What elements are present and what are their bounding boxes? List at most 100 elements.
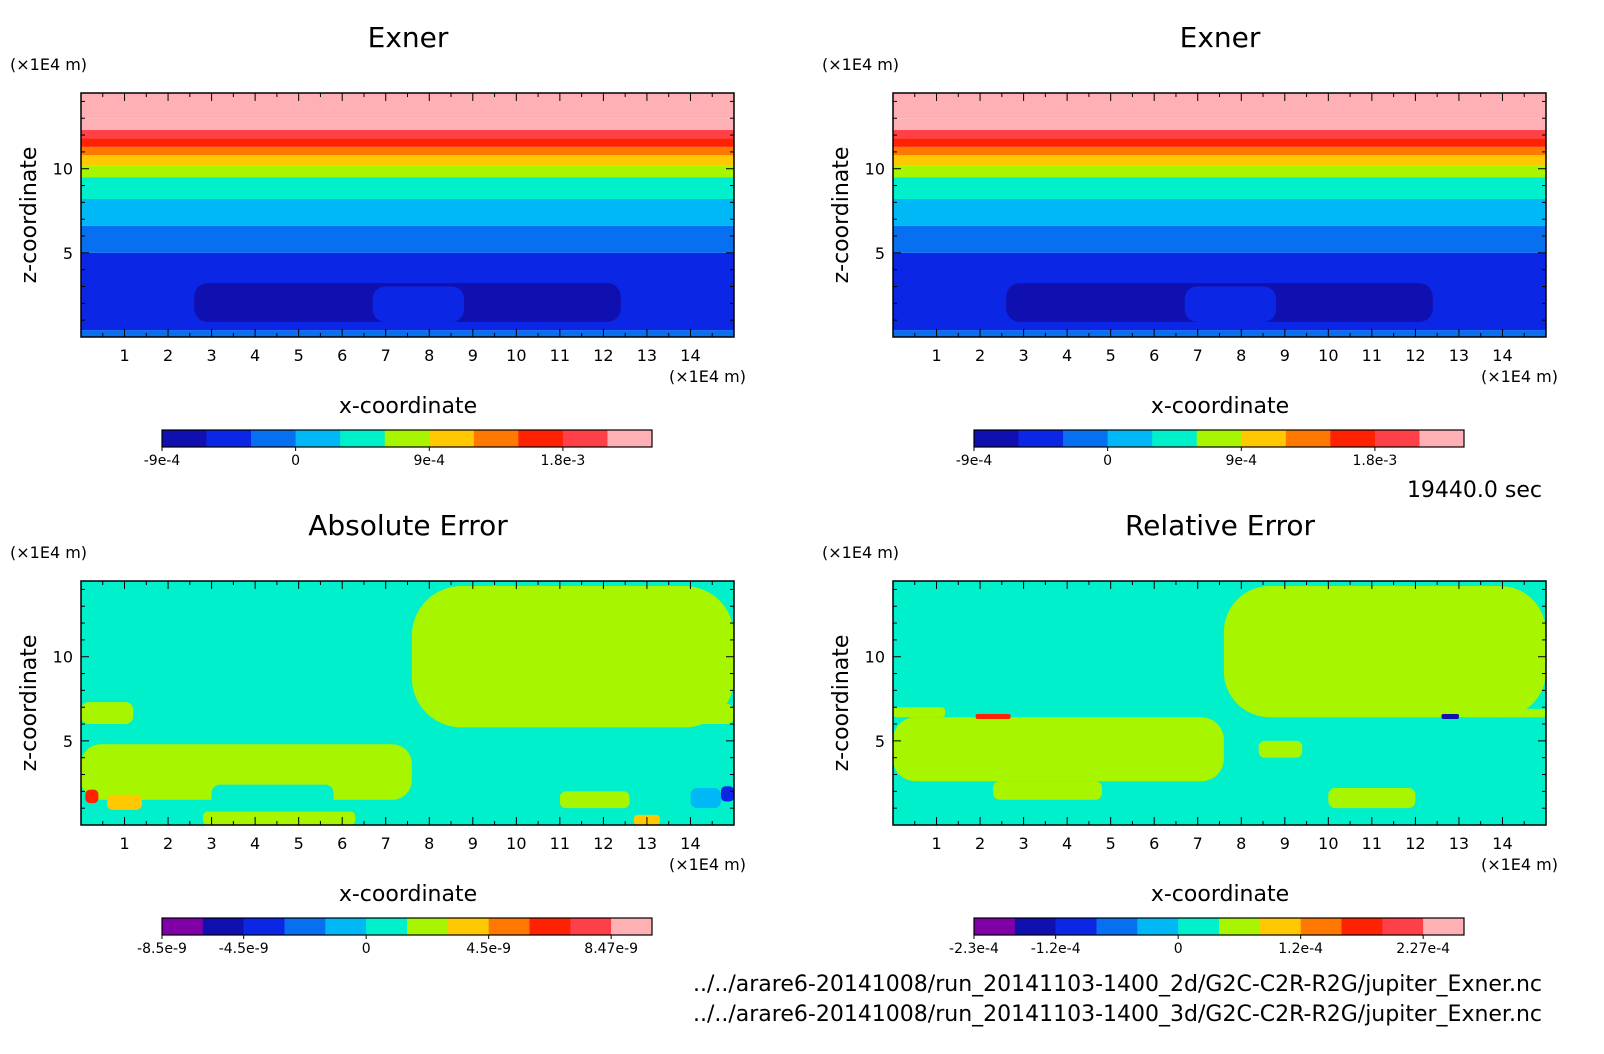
x-tick-label-14: 14 [680, 834, 700, 853]
colorbar-swatch-2 [251, 430, 296, 447]
contour-region-8 [1441, 713, 1459, 719]
x-tick-label-3: 3 [1019, 346, 1029, 365]
contour-band-7 [893, 146, 1546, 156]
colorbar-swatch-0 [162, 430, 207, 447]
panel-exner-3d: Exner(×1E4 m)1 2 3 4 5 6 7 8 9 10 11 12 13 14510(×1E4… [822, 21, 1558, 469]
colorbar-swatch-4 [325, 918, 367, 935]
contour-region-5 [1328, 787, 1416, 809]
colorbar-swatch-10 [607, 430, 653, 447]
contour-region-3 [681, 703, 734, 725]
x-tick-label-12: 12 [1405, 346, 1425, 365]
colorbar-label-2: 0 [362, 941, 371, 957]
x-tick-label-12: 12 [593, 346, 613, 365]
y-unit-label: (×1E4 m) [822, 55, 899, 74]
x-tick-label-13: 13 [637, 834, 657, 853]
chart-title: Exner [368, 21, 449, 54]
colorbar-swatch-7 [473, 430, 519, 447]
plot-area [81, 581, 734, 825]
y-unit-label: (×1E4 m) [10, 543, 87, 562]
colorbar-swatch-9 [562, 430, 608, 447]
colorbar-swatch-6 [407, 918, 449, 935]
chart-title: Exner [1180, 21, 1261, 54]
y-tick-label-10: 10 [53, 648, 73, 667]
colorbar-label-4: 2.27e-4 [1396, 941, 1450, 957]
colorbar-swatch-11 [1423, 918, 1465, 935]
x-tick-label-5: 5 [1106, 834, 1116, 853]
colorbar-label-1: 0 [291, 453, 300, 469]
colorbar-swatch-3 [295, 430, 341, 447]
colorbar-swatch-10 [1419, 430, 1465, 447]
x-tick-label-10: 10 [506, 346, 526, 365]
y-axis-label: z-coordinate [829, 147, 854, 284]
x-tick-label-2: 2 [163, 346, 173, 365]
x-tick-label-12: 12 [593, 834, 613, 853]
x-tick-label-6: 6 [337, 346, 347, 365]
contour-band-3 [81, 199, 734, 226]
colorbar-swatch-4 [1137, 918, 1179, 935]
x-tick-label-14: 14 [1492, 346, 1512, 365]
contour-band-5 [81, 165, 734, 178]
x-unit-label: (×1E4 m) [669, 855, 746, 874]
colorbar-swatch-4 [1152, 430, 1198, 447]
x-tick-label-4: 4 [250, 346, 260, 365]
x-tick-label-1: 1 [931, 834, 941, 853]
x-tick-label-14: 14 [680, 346, 700, 365]
plot-area [81, 93, 734, 337]
colorbar-label-3: 1.8e-3 [1352, 453, 1397, 469]
contour-region-10 [720, 786, 734, 802]
colorbar-label-4: 8.47e-9 [584, 941, 638, 957]
colorbar-swatch-8 [1330, 430, 1376, 447]
colorbar-swatch-7 [1285, 430, 1331, 447]
x-tick-label-3: 3 [207, 834, 217, 853]
colorbar-swatch-5 [1178, 918, 1220, 935]
colorbar-swatch-3 [1096, 918, 1138, 935]
colorbar-swatch-11 [611, 918, 653, 935]
chart-title: Absolute Error [308, 509, 508, 542]
contour-region-4 [559, 791, 630, 809]
panel-relative-error: Relative Error(×1E4 m)1 2 3 4 5 6 7 8 9 10 11 12 13 1… [822, 509, 1558, 957]
contour-band-4 [81, 177, 734, 200]
colorbar-swatch-2 [1063, 430, 1108, 447]
colorbar-swatch-8 [518, 430, 564, 447]
contour-band-2 [81, 225, 734, 253]
panel-exner-2d: Exner(×1E4 m)1 2 3 4 5 6 7 8 9 10 11 12 13 14510(×1E4… [10, 21, 746, 469]
x-tick-label-2: 2 [975, 834, 985, 853]
x-tick-label-5: 5 [294, 346, 304, 365]
y-tick-label-5: 5 [875, 244, 885, 263]
x-tick-label-9: 9 [468, 834, 478, 853]
colorbar-swatch-6 [429, 430, 475, 447]
x-tick-label-1: 1 [931, 346, 941, 365]
x-tick-label-13: 13 [637, 346, 657, 365]
contour-band-10 [893, 118, 1546, 131]
contour-region-2 [893, 707, 946, 718]
contour-region-0 [411, 586, 734, 728]
x-tick-label-3: 3 [1019, 834, 1029, 853]
contour-band-6 [893, 155, 1546, 166]
contour-region-7 [975, 713, 1011, 719]
x-tick-label-6: 6 [1149, 346, 1159, 365]
panel-absolute-error: Absolute Error(×1E4 m)1 2 3 4 5 6 7 8 9 10 11 12 13 1… [10, 509, 746, 957]
y-tick-label-5: 5 [875, 732, 885, 751]
x-unit-label: (×1E4 m) [1481, 367, 1558, 386]
file-path-1: ../../arare6-20141008/run_20141103-1400_… [693, 972, 1542, 997]
y-axis-label: z-coordinate [829, 635, 854, 772]
colorbar-label-0: -9e-4 [956, 453, 993, 469]
contour-region-4 [993, 781, 1102, 800]
colorbar-label-3: 1.8e-3 [540, 453, 585, 469]
x-tick-label-6: 6 [337, 834, 347, 853]
contour-region-2 [81, 702, 134, 725]
x-tick-label-10: 10 [506, 834, 526, 853]
y-tick-label-5: 5 [63, 732, 73, 751]
colorbar-label-1: 0 [1103, 453, 1112, 469]
colorbar-swatch-10 [1382, 918, 1424, 935]
x-tick-label-8: 8 [424, 834, 434, 853]
contour-region-3 [1493, 708, 1546, 718]
y-tick-label-10: 10 [865, 648, 885, 667]
colorbar-swatch-5 [384, 430, 430, 447]
contour-band-2 [893, 225, 1546, 253]
colorbar-swatch-1 [206, 430, 252, 447]
x-tick-label-1: 1 [119, 834, 129, 853]
x-axis-label: x-coordinate [339, 882, 477, 907]
y-axis-label: z-coordinate [17, 635, 42, 772]
